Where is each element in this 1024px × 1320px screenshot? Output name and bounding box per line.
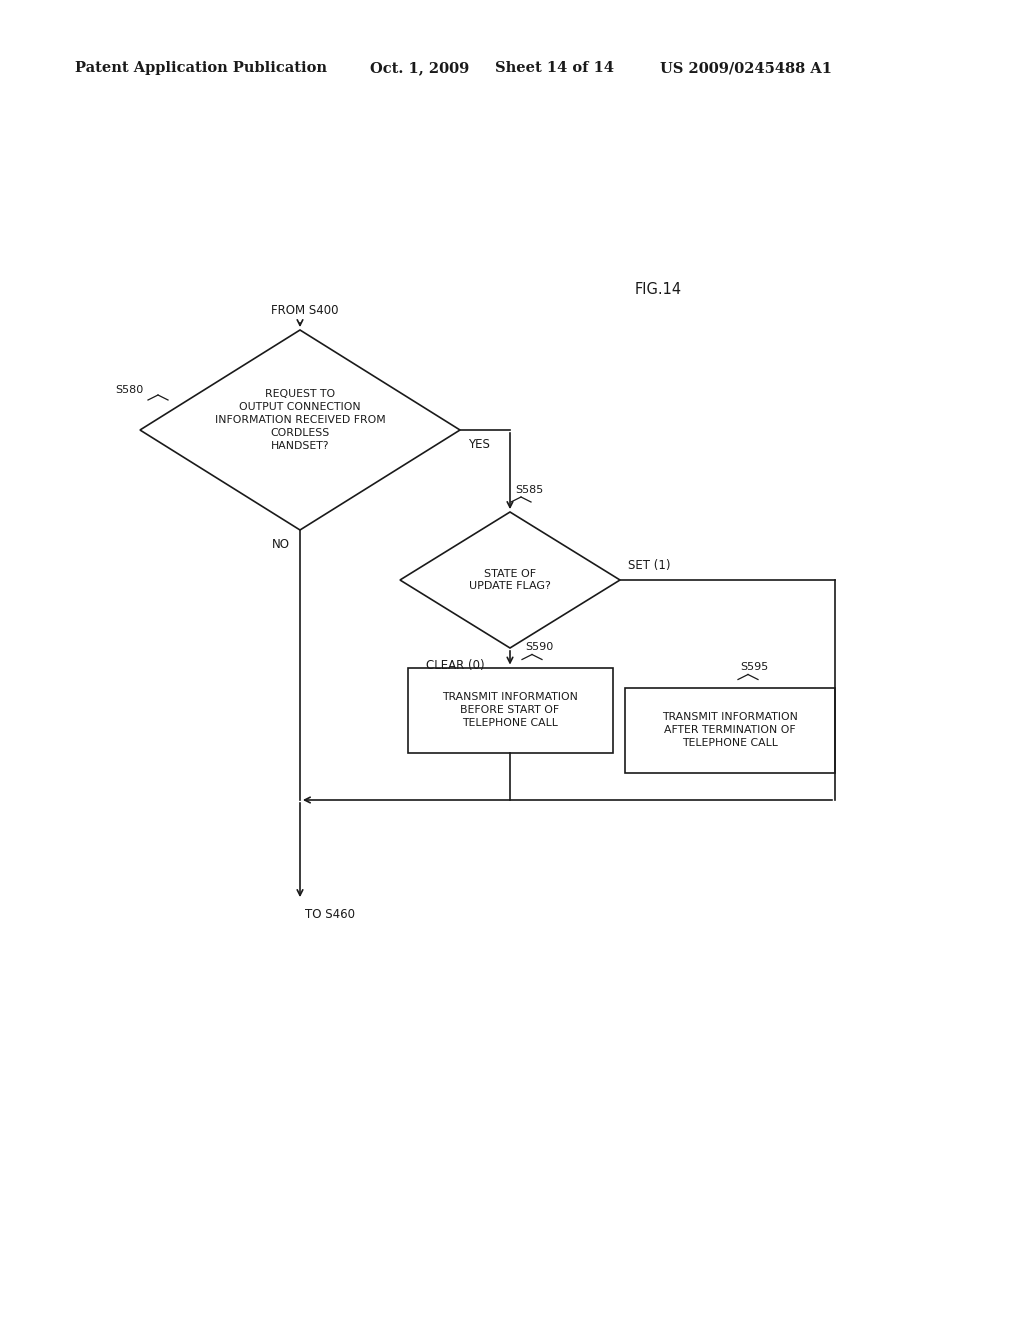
Text: S590: S590 (525, 643, 553, 652)
Bar (625, 688, 835, 772)
Text: FROM S400: FROM S400 (271, 304, 339, 317)
Bar (408, 668, 612, 752)
Text: TRANSMIT INFORMATION
AFTER TERMINATION OF
TELEPHONE CALL: TRANSMIT INFORMATION AFTER TERMINATION O… (663, 713, 798, 748)
Text: S580: S580 (115, 385, 143, 395)
Text: FIG.14: FIG.14 (635, 282, 682, 297)
Text: REQUEST TO
OUTPUT CONNECTION
INFORMATION RECEIVED FROM
CORDLESS
HANDSET?: REQUEST TO OUTPUT CONNECTION INFORMATION… (215, 389, 385, 450)
Text: TO S460: TO S460 (305, 908, 355, 921)
Text: NO: NO (272, 539, 290, 552)
Text: S585: S585 (515, 484, 544, 495)
Text: US 2009/0245488 A1: US 2009/0245488 A1 (660, 61, 831, 75)
Text: STATE OF
UPDATE FLAG?: STATE OF UPDATE FLAG? (469, 569, 551, 591)
Text: SET (1): SET (1) (628, 558, 671, 572)
Text: TRANSMIT INFORMATION
BEFORE START OF
TELEPHONE CALL: TRANSMIT INFORMATION BEFORE START OF TEL… (442, 692, 578, 727)
Text: CLEAR (0): CLEAR (0) (426, 660, 484, 672)
Text: Patent Application Publication: Patent Application Publication (75, 61, 327, 75)
Text: YES: YES (468, 438, 489, 451)
Text: Sheet 14 of 14: Sheet 14 of 14 (495, 61, 614, 75)
Text: S595: S595 (740, 663, 768, 672)
Text: Oct. 1, 2009: Oct. 1, 2009 (370, 61, 469, 75)
